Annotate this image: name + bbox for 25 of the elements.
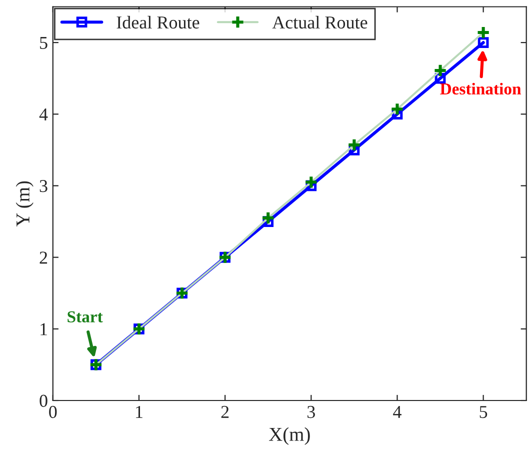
point	[261, 210, 276, 226]
x-tick-label: 2	[221, 406, 229, 418]
x-tick-label: 1	[136, 406, 142, 418]
y-tick-label: 1	[40, 323, 47, 336]
y-axis-title: Y (m)	[16, 181, 34, 227]
x-tick-label: 0	[49, 406, 57, 418]
point	[478, 37, 489, 48]
legend-label: Actual Route	[272, 16, 368, 29]
point	[347, 138, 362, 152]
point	[390, 102, 404, 116]
x-tick-label: 3	[308, 406, 315, 418]
x-tick-label: 4	[393, 406, 402, 418]
y-tick-label: 4	[39, 108, 48, 120]
x-axis-title: X(m)	[269, 427, 310, 445]
y-tick-label: 3	[40, 180, 48, 192]
x-tick-label: 5	[480, 406, 488, 418]
annotation: Destination	[440, 82, 522, 95]
legend-label: Ideal Route	[116, 16, 200, 29]
point	[304, 175, 318, 190]
y-tick-label: 0	[40, 394, 48, 407]
annotation: Start	[68, 311, 103, 322]
point	[476, 25, 490, 40]
point	[433, 63, 448, 78]
y-tick-label: 2	[40, 252, 48, 264]
y-tick-label: 5	[40, 36, 48, 49]
